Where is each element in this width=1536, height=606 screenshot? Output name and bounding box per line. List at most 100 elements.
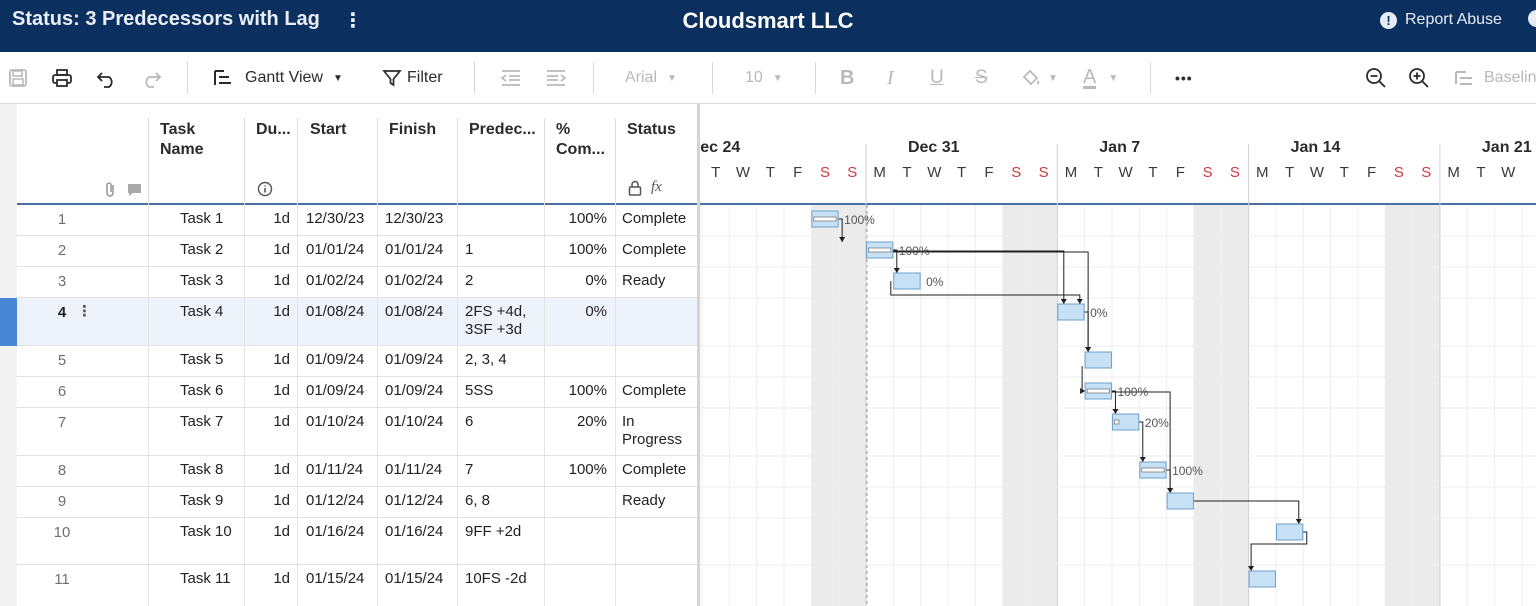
table-row[interactable]: 8 Task 8 1d 01/11/24 01/11/24 7 100% Complete	[17, 456, 697, 487]
column-header-status[interactable]: Status	[627, 121, 676, 138]
cell-status[interactable]: In Progress	[622, 413, 683, 448]
zoom-in-icon[interactable]	[1408, 64, 1430, 92]
cell-status[interactable]: Ready	[622, 492, 666, 509]
cell-finish[interactable]: 01/11/24	[385, 461, 443, 478]
row-number[interactable]: 11	[54, 571, 70, 588]
cell-finish[interactable]: 01/08/24	[385, 303, 444, 320]
cell-start[interactable]: 01/11/24	[306, 461, 364, 478]
cell-start[interactable]: 01/01/24	[306, 241, 365, 258]
cell-pred[interactable]: 7	[465, 461, 474, 478]
cell-finish[interactable]: 12/30/23	[385, 210, 444, 227]
cell-finish[interactable]: 01/09/24	[385, 351, 444, 368]
gantt-bar[interactable]	[1248, 570, 1276, 588]
gantt-bar[interactable]	[1084, 351, 1112, 369]
column-header-percent-complete[interactable]: % Com...	[556, 121, 605, 158]
cell-dur[interactable]: 1d	[273, 241, 290, 258]
cell-start[interactable]: 01/08/24	[306, 303, 365, 320]
cell-dur[interactable]: 1d	[273, 461, 290, 478]
cell-pct[interactable]: 100%	[568, 461, 607, 478]
cell-pred[interactable]: 2FS +4d, 3SF +3d	[465, 303, 527, 338]
cell-pred[interactable]: 1	[465, 241, 474, 258]
cell-pct[interactable]: 100%	[568, 382, 607, 399]
row-number[interactable]: 3	[57, 273, 67, 290]
row-number[interactable]: 9	[57, 493, 67, 510]
filter-button[interactable]: Filter	[382, 64, 443, 92]
cell-start[interactable]: 01/15/24	[306, 570, 365, 587]
cell-pct[interactable]: 100%	[568, 241, 607, 258]
row-number[interactable]: 10	[53, 524, 71, 541]
cell-finish[interactable]: 01/16/24	[385, 523, 444, 540]
row-number[interactable]: 4	[57, 304, 67, 321]
gantt-bar[interactable]	[893, 272, 921, 290]
cell-task[interactable]: Task 6	[180, 382, 224, 399]
cell-finish[interactable]: 01/09/24	[385, 382, 444, 399]
font-family-dropdown[interactable]: Arial ▼	[625, 64, 677, 92]
font-size-dropdown[interactable]: 10 ▼	[745, 64, 783, 92]
cell-start[interactable]: 01/16/24	[306, 523, 365, 540]
cell-task[interactable]: Task 3	[180, 272, 224, 289]
sheet-title[interactable]: Status: 3 Predecessors with Lag	[12, 8, 320, 30]
sheet-menu-icon[interactable]: ⋮	[343, 10, 363, 32]
column-header-finish[interactable]: Finish	[389, 121, 437, 138]
cell-finish[interactable]: 01/10/24	[385, 413, 444, 430]
fill-color-dropdown[interactable]: ▼	[1020, 64, 1058, 92]
cell-finish[interactable]: 01/15/24	[385, 570, 444, 587]
cell-task[interactable]: Task 11	[180, 570, 231, 587]
cell-pred[interactable]: 5SS	[465, 382, 494, 399]
cell-dur[interactable]: 1d	[273, 351, 290, 368]
column-header-task-name[interactable]: Task Name	[160, 121, 204, 158]
strikethrough-icon[interactable]: S	[975, 67, 988, 88]
cell-dur[interactable]: 1d	[273, 523, 290, 540]
gantt-view-dropdown[interactable]: Gantt View ▼	[212, 64, 343, 92]
gantt-bar[interactable]	[1111, 413, 1140, 431]
bold-icon[interactable]: B	[840, 66, 855, 89]
row-menu-icon[interactable]: ⋮	[77, 303, 92, 320]
cell-pred[interactable]: 2, 3, 4	[465, 351, 507, 368]
italic-icon[interactable]: I	[887, 66, 894, 89]
baseline-button[interactable]: Baselin	[1454, 64, 1536, 92]
cell-dur[interactable]: 1d	[273, 272, 290, 289]
cell-start[interactable]: 01/12/24	[306, 492, 365, 509]
table-row[interactable]: 10 Task 10 1d 01/16/24 01/16/24 9FF +2d	[17, 518, 697, 565]
column-header-start[interactable]: Start	[310, 121, 347, 138]
cell-dur[interactable]: 1d	[273, 382, 290, 399]
cell-pred[interactable]: 2	[465, 272, 474, 289]
cell-dur[interactable]: 1d	[273, 303, 290, 320]
cell-finish[interactable]: 01/01/24	[385, 241, 444, 258]
table-row[interactable]: 5 Task 5 1d 01/09/24 01/09/24 2, 3, 4	[17, 346, 697, 377]
gantt-bar[interactable]	[1057, 303, 1085, 321]
report-abuse-link[interactable]: ! Report Abuse	[1380, 11, 1502, 29]
save-icon[interactable]	[8, 64, 28, 92]
cell-pct[interactable]: 0%	[585, 272, 607, 289]
indent-icon[interactable]	[545, 64, 567, 92]
gantt-bar[interactable]	[1166, 492, 1194, 510]
cell-task[interactable]: Task 10	[180, 523, 232, 540]
cell-pct[interactable]: 0%	[585, 303, 607, 320]
cell-status[interactable]: Complete	[622, 210, 687, 227]
redo-icon[interactable]	[140, 64, 162, 92]
table-row[interactable]: 9 Task 9 1d 01/12/24 01/12/24 6, 8 Ready	[17, 487, 697, 518]
row-number[interactable]: 8	[57, 462, 67, 479]
table-row[interactable]: 7 Task 7 1d 01/10/24 01/10/24 6 20% In Progress	[17, 408, 697, 456]
cell-pred[interactable]: 6, 8	[465, 492, 491, 509]
cell-status[interactable]: Complete	[622, 241, 687, 258]
column-header-predecessors[interactable]: Predec...	[469, 121, 536, 138]
table-row[interactable]: 2 Task 2 1d 01/01/24 01/01/24 1 100% Complete	[17, 236, 697, 267]
cell-task[interactable]: Task 4	[180, 303, 224, 320]
cell-task[interactable]: Task 1	[180, 210, 224, 227]
cell-start[interactable]: 01/10/24	[306, 413, 365, 430]
cell-start[interactable]: 12/30/23	[306, 210, 365, 227]
cell-start[interactable]: 01/09/24	[306, 382, 365, 399]
cell-dur[interactable]: 1d	[273, 570, 290, 587]
cell-finish[interactable]: 01/02/24	[385, 272, 444, 289]
row-number[interactable]: 6	[57, 383, 67, 400]
table-row[interactable]: 4 ⋮ Task 4 1d 01/08/24 01/08/24 2FS +4d, 3SF +…	[17, 298, 697, 346]
cell-dur[interactable]: 1d	[273, 492, 290, 509]
table-row[interactable]: 3 Task 3 1d 01/02/24 01/02/24 2 0% Ready	[17, 267, 697, 298]
row-number[interactable]: 7	[57, 414, 67, 431]
column-header-duration[interactable]: Du...	[256, 121, 291, 138]
more-options-icon[interactable]: •••	[1175, 70, 1193, 86]
gantt-bar[interactable]	[1275, 523, 1304, 541]
cell-status[interactable]: Ready	[622, 272, 666, 289]
undo-icon[interactable]	[96, 64, 118, 92]
